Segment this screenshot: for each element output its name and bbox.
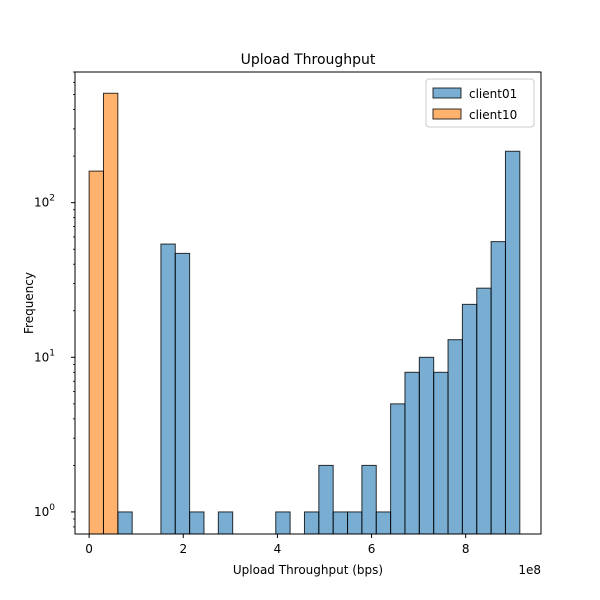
bar-client01-0 [117, 511, 133, 535]
bar-client01-17 [461, 303, 478, 535]
bar-client01-5 [275, 511, 291, 535]
legend-label-client01: client01 [469, 87, 517, 101]
legend-swatch-client10 [432, 108, 462, 120]
bar-client01-2 [174, 252, 191, 535]
bar-client01-9 [347, 511, 363, 535]
y-tick-exponent: 0 [49, 503, 55, 513]
x-tick-label: 2 [179, 542, 187, 556]
bar-client01-10 [361, 464, 377, 535]
bar-client01-12 [390, 403, 406, 535]
y-tick-exponent: 1 [49, 348, 55, 358]
bar-client01-6 [303, 511, 320, 535]
bar-client01-19 [490, 241, 506, 535]
x-axis-title: Upload Throughput (bps) [233, 563, 383, 577]
bar-client01-8 [332, 511, 349, 535]
x-tick-label: 6 [368, 542, 376, 556]
x-tick-label: 8 [462, 542, 470, 556]
bar-client01-1 [160, 243, 176, 535]
legend-swatch-client01 [432, 87, 462, 99]
bar-client01-3 [189, 511, 205, 535]
plot-frame [74, 71, 542, 535]
y-axis-title: Frequency [22, 272, 36, 334]
bar-client01-4 [217, 511, 234, 535]
x-axis-ticks: 0 2 4 6 8 [85, 534, 470, 556]
bar-client01-13 [404, 371, 420, 535]
chart-title: Upload Throughput [241, 52, 376, 68]
x-tick-label: 4 [274, 542, 282, 556]
bar-client10-1 [102, 92, 119, 535]
legend-label-client10: client10 [469, 108, 517, 122]
y-tick-exponent: 2 [49, 194, 55, 204]
bar-client01-7 [318, 464, 334, 535]
x-axis-offset-label: 1e8 [518, 563, 541, 577]
bar-client01-11 [375, 511, 392, 535]
bar-client01-18 [476, 287, 492, 535]
x-tick-label: 0 [85, 542, 93, 556]
bar-client10-0 [88, 170, 104, 535]
bars-layer [88, 92, 521, 535]
bar-client01-15 [433, 371, 449, 535]
bar-client01-14 [418, 356, 435, 535]
bar-client01-20 [504, 150, 521, 535]
bar-client01-16 [447, 339, 463, 535]
legend: client01 client10 [425, 78, 535, 128]
